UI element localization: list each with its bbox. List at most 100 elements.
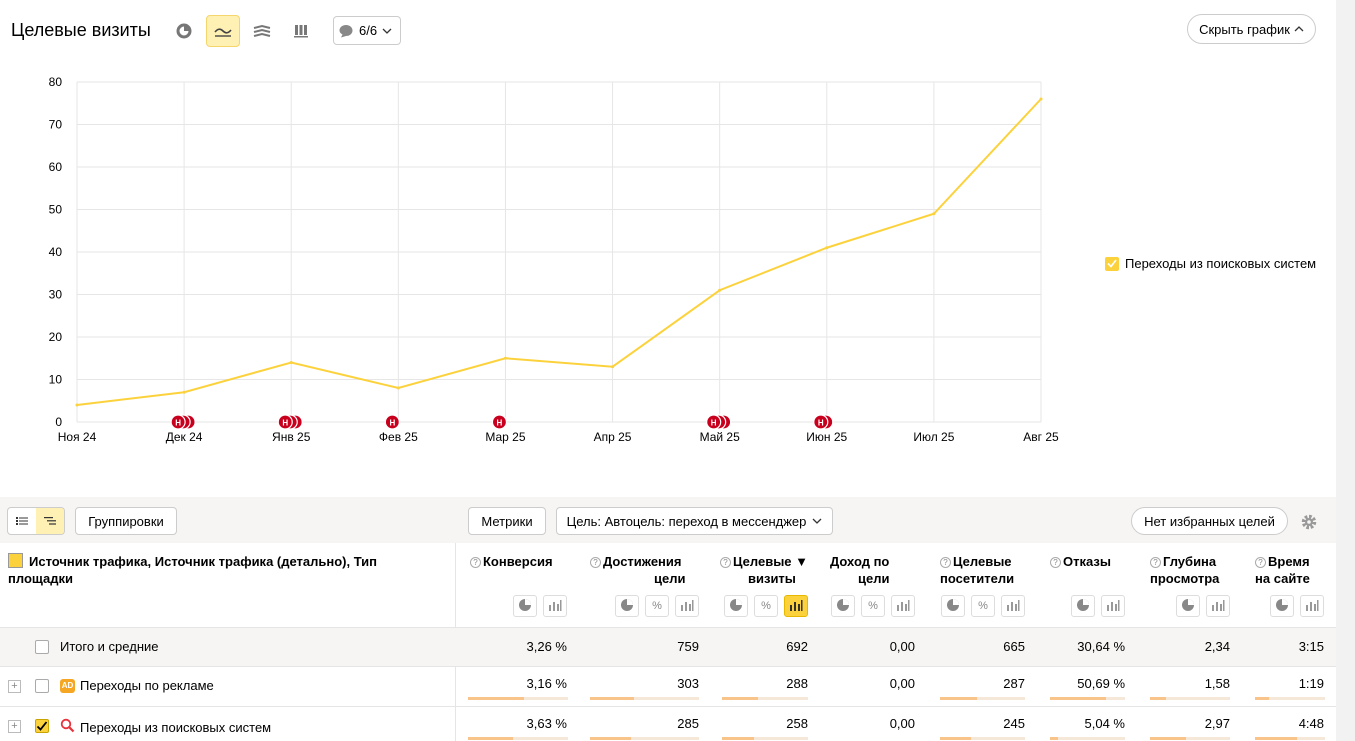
- metric-header[interactable]: Доход по цели: [830, 553, 889, 587]
- metric-cell: 3:15: [1298, 639, 1324, 654]
- data-point: [825, 246, 829, 250]
- line-view-button[interactable]: [206, 15, 240, 47]
- view-mode-toggle: [7, 507, 65, 535]
- table-row[interactable]: + AD Переходы по рекламе 3,16 % 303 288 0,00 28…: [0, 666, 1336, 705]
- metric-cell: 303: [677, 676, 699, 691]
- pie-chart-icon: [729, 598, 743, 615]
- bar-chart-icon-button[interactable]: [784, 595, 808, 617]
- pie-chart-icon-button[interactable]: [615, 595, 639, 617]
- bar-chart-icon-button[interactable]: [543, 595, 567, 617]
- select-all-checkbox[interactable]: [8, 553, 23, 568]
- hide-chart-label: Скрыть график: [1199, 21, 1290, 37]
- pie-chart-icon-button[interactable]: [724, 595, 748, 617]
- ad-icon: AD: [60, 678, 75, 693]
- metric-share-bar: [1150, 737, 1230, 740]
- x-tick-label: Мар 25: [485, 430, 525, 444]
- help-icon[interactable]: ?: [1255, 557, 1266, 568]
- bar-chart-icon-button[interactable]: [1206, 595, 1230, 617]
- annotation-marker: Н: [706, 414, 732, 430]
- line-chart-icon: [214, 28, 232, 37]
- legend-checkbox[interactable]: [1105, 256, 1119, 271]
- data-point: [503, 356, 507, 360]
- bar-chart-icon: [789, 599, 803, 614]
- metric-header-line1: Время: [1268, 554, 1310, 569]
- expand-row-button[interactable]: +: [8, 720, 21, 733]
- table-row[interactable]: + Переходы из поисковых систем 3,63 % 285 25…: [0, 706, 1336, 741]
- annotation-marker-label: Н: [282, 419, 288, 428]
- favorite-goals-button[interactable]: Нет избранных целей: [1131, 507, 1288, 535]
- bar-chart-icon-button[interactable]: [675, 595, 699, 617]
- pie-chart-icon: [1076, 598, 1090, 615]
- pie-chart-icon-button[interactable]: [513, 595, 537, 617]
- bar-chart-icon-button[interactable]: [891, 595, 915, 617]
- pie-chart-icon: [1181, 598, 1195, 615]
- metric-header[interactable]: ? Целевые посетители: [940, 553, 1014, 587]
- tree-list-button[interactable]: [36, 508, 64, 534]
- metric-share-bar: [1050, 697, 1125, 700]
- help-icon[interactable]: ?: [590, 557, 601, 568]
- hide-chart-button[interactable]: Скрыть график: [1187, 14, 1316, 44]
- metric-cell: 245: [1003, 716, 1025, 731]
- metric-cell: 3,16 %: [526, 676, 567, 691]
- metric-header[interactable]: ? Отказы: [1050, 553, 1111, 587]
- pie-chart-icon-button[interactable]: [1071, 595, 1095, 617]
- metric-cell: 1,58: [1204, 676, 1230, 691]
- legend-label: Переходы из поисковых систем: [1125, 256, 1317, 271]
- data-point: [75, 403, 79, 407]
- help-icon[interactable]: ?: [720, 557, 731, 568]
- help-icon[interactable]: ?: [1050, 557, 1061, 568]
- y-tick-label: 50: [49, 203, 63, 217]
- percent-icon-button[interactable]: %: [971, 595, 995, 617]
- pie-chart-icon-button[interactable]: [941, 595, 965, 617]
- metric-header[interactable]: ? Глубина просмотра: [1150, 553, 1219, 587]
- chart-legend-item[interactable]: Переходы из поисковых систем: [1105, 256, 1316, 271]
- pie-chart-icon-button[interactable]: [1270, 595, 1294, 617]
- metric-header[interactable]: ? Достижения цели: [590, 553, 685, 587]
- row-checkbox[interactable]: [35, 719, 49, 733]
- y-tick-label: 80: [49, 75, 63, 89]
- metrics-button[interactable]: Метрики: [468, 507, 546, 535]
- row-checkbox[interactable]: [35, 640, 49, 654]
- checkmark-icon: [1107, 259, 1117, 268]
- pie-chart-icon-button[interactable]: [831, 595, 855, 617]
- metric-header-line2: цели: [654, 571, 686, 586]
- y-tick-label: 40: [49, 245, 63, 259]
- pie-chart-icon-button[interactable]: [1176, 595, 1200, 617]
- bar-chart-icon-button[interactable]: [1300, 595, 1324, 617]
- percent-icon-button[interactable]: %: [861, 595, 885, 617]
- area-view-button[interactable]: [245, 15, 279, 47]
- annotations-dropdown[interactable]: 6/6: [333, 16, 401, 45]
- settings-button[interactable]: [1300, 513, 1318, 536]
- expand-row-button[interactable]: +: [8, 680, 21, 693]
- pie-chart-icon: [518, 598, 532, 615]
- dimension-header[interactable]: Источник трафика, Источник трафика (дета…: [8, 553, 408, 587]
- bar-chart-icon-button[interactable]: [1101, 595, 1125, 617]
- bar-chart-icon: [1006, 599, 1020, 614]
- groupings-button[interactable]: Группировки: [75, 507, 177, 535]
- percent-icon-button[interactable]: %: [754, 595, 778, 617]
- help-icon[interactable]: ?: [940, 557, 951, 568]
- help-icon[interactable]: ?: [1150, 557, 1161, 568]
- pie-view-button[interactable]: [167, 15, 201, 47]
- bar-chart-icon: [1305, 599, 1319, 614]
- flat-list-button[interactable]: [8, 508, 36, 534]
- metric-cell: 50,69 %: [1077, 676, 1125, 691]
- percent-icon: %: [761, 600, 771, 612]
- row-dimension[interactable]: Итого и средние: [60, 639, 158, 654]
- totals-row[interactable]: Итого и средние 3,26 % 759 692 0,00 665 30,64 …: [0, 627, 1336, 666]
- metric-header[interactable]: ? Целевые ▼ визиты: [720, 553, 808, 587]
- goal-select[interactable]: Цель: Автоцель: переход в мессенджер: [556, 507, 833, 535]
- row-checkbox[interactable]: [35, 679, 49, 693]
- data-point: [396, 386, 400, 390]
- percent-icon-button[interactable]: %: [645, 595, 669, 617]
- column-view-button[interactable]: [284, 15, 318, 47]
- row-dimension[interactable]: AD Переходы по рекламе: [60, 678, 214, 693]
- annotation-marker-label: Н: [389, 419, 395, 428]
- row-dimension[interactable]: Переходы из поисковых систем: [60, 718, 271, 736]
- metric-header[interactable]: ? Конверсия: [470, 553, 553, 587]
- help-icon[interactable]: ?: [470, 557, 481, 568]
- bar-chart-icon-button[interactable]: [1001, 595, 1025, 617]
- metric-share-fill: [940, 697, 977, 700]
- metric-header[interactable]: ? Время на сайте: [1255, 553, 1310, 587]
- metric-share-fill: [1050, 697, 1107, 700]
